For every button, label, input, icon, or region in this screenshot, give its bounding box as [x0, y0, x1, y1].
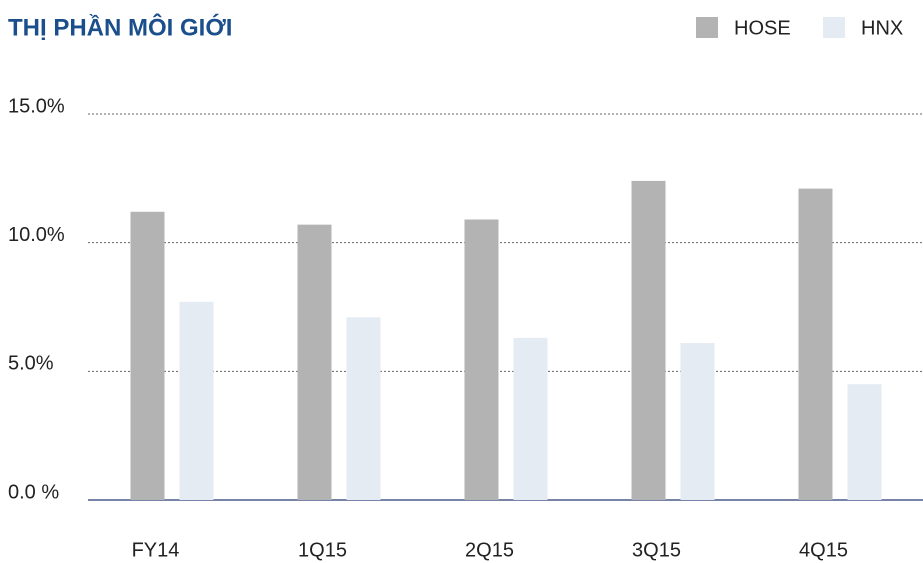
x-tick-label: FY14 — [132, 539, 180, 561]
bar — [464, 219, 499, 501]
x-tick-label: 4Q15 — [799, 539, 848, 561]
y-tick-label: 5.0% — [8, 353, 54, 375]
bar — [631, 180, 666, 500]
bar — [297, 224, 332, 501]
bar — [179, 301, 214, 500]
legend-swatch — [696, 17, 718, 38]
bar — [346, 317, 381, 500]
bar — [130, 211, 165, 500]
x-tick-label: 2Q15 — [465, 539, 514, 561]
legend-label: HOSE — [734, 17, 791, 39]
legend-swatch — [823, 17, 845, 38]
x-tick-label: 1Q15 — [298, 539, 347, 561]
bar — [847, 384, 882, 500]
bar — [513, 337, 548, 500]
legend-label: HNX — [861, 17, 903, 39]
y-tick-label: 0.0 % — [8, 481, 59, 503]
bar — [680, 343, 715, 500]
chart-title: THỊ PHẦN MÔI GIỚI — [8, 13, 232, 41]
y-tick-label: 15.0% — [8, 95, 65, 117]
bar — [798, 188, 833, 501]
x-tick-label: 3Q15 — [632, 539, 681, 561]
y-tick-label: 10.0% — [8, 224, 65, 246]
